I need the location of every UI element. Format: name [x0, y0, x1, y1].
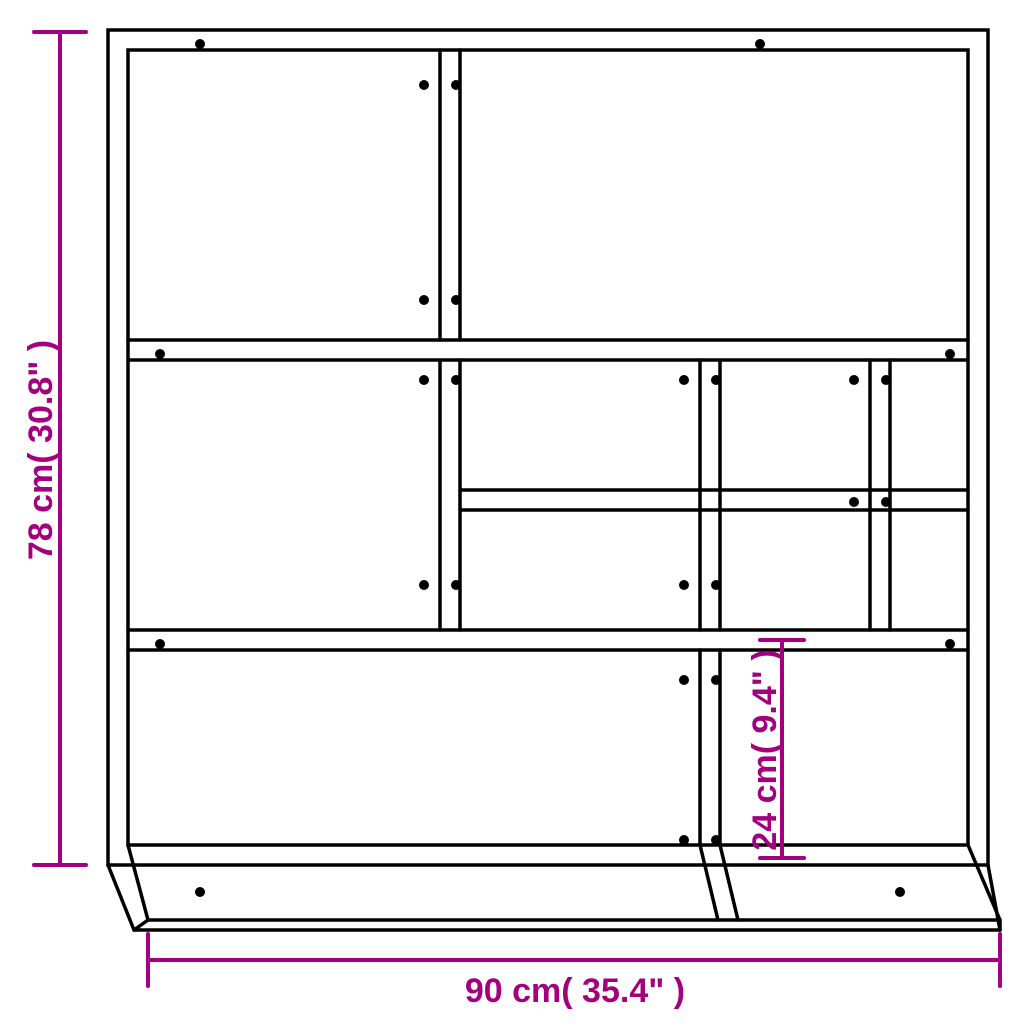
dimension-label: 24 cm( 9.4" ): [746, 649, 784, 850]
dimension-label: 90 cm( 35.4" ): [465, 972, 685, 1010]
shelf-unit: [108, 30, 1000, 930]
furniture-dimension-diagram: 78 cm( 30.8" ) 90 cm( 35.4" ) 24 cm( 9.4" …: [0, 0, 1024, 1024]
screw-dots: [155, 39, 955, 897]
dimension-label: 78 cm( 30.8" ): [22, 340, 60, 560]
